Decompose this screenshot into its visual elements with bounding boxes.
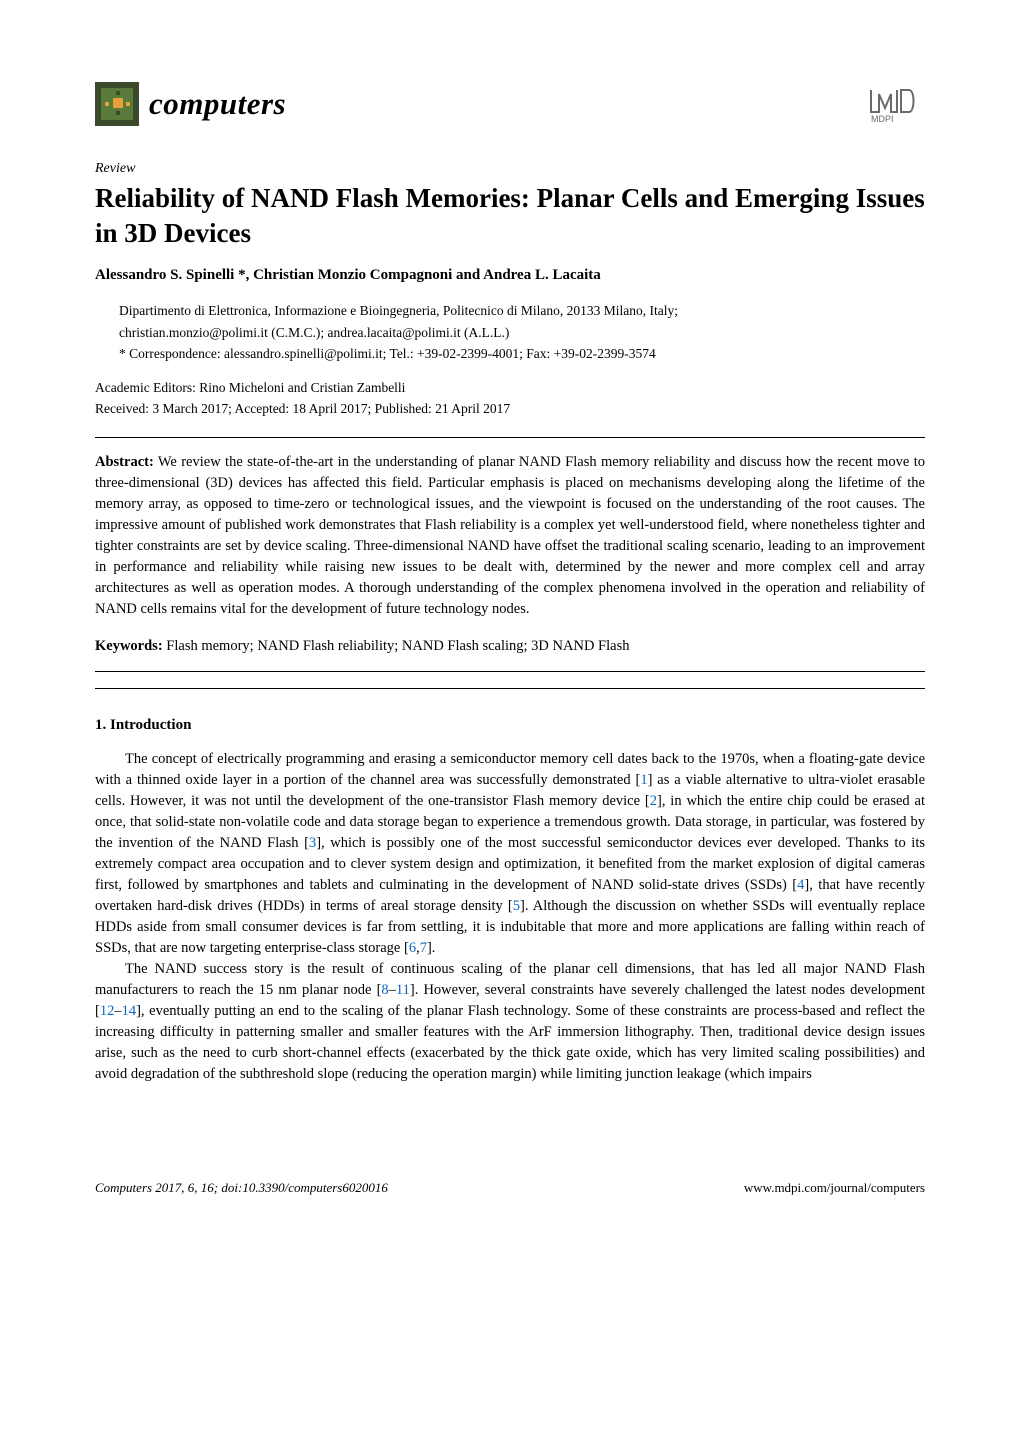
citation-1[interactable]: 1 xyxy=(640,772,647,788)
paragraph-2: The NAND success story is the result of … xyxy=(95,959,925,1085)
footer-citation: Computers 2017, 6, 16; doi:10.3390/compu… xyxy=(95,1179,388,1198)
keywords-text: Flash memory; NAND Flash reliability; NA… xyxy=(163,638,630,654)
author-emails: christian.monzio@polimi.it (C.M.C.); and… xyxy=(95,323,925,343)
citation-7[interactable]: 7 xyxy=(420,940,427,956)
citation-11[interactable]: 11 xyxy=(396,982,410,998)
citation-14[interactable]: 14 xyxy=(122,1003,137,1019)
footer-url: www.mdpi.com/journal/computers xyxy=(744,1179,925,1198)
citation-2[interactable]: 2 xyxy=(650,793,657,809)
article-dates: Received: 3 March 2017; Accepted: 18 Apr… xyxy=(95,399,925,419)
abstract-text: We review the state-of-the-art in the un… xyxy=(95,454,925,617)
abstract: Abstract: We review the state-of-the-art… xyxy=(95,452,925,620)
citation-8[interactable]: 8 xyxy=(381,982,388,998)
correspondence: * Correspondence: alessandro.spinelli@po… xyxy=(107,344,925,364)
citation-6[interactable]: 6 xyxy=(409,940,416,956)
page: computers MDPI Review Reliability of NAN… xyxy=(0,0,1020,1125)
abstract-label: Abstract: xyxy=(95,454,154,470)
keywords-label: Keywords: xyxy=(95,638,163,654)
section-1-heading: 1. Introduction xyxy=(95,715,925,737)
citation-12[interactable]: 12 xyxy=(100,1003,115,1019)
mdpi-logo-icon: MDPI xyxy=(867,84,925,124)
keywords: Keywords: Flash memory; NAND Flash relia… xyxy=(95,636,925,657)
keywords-rule xyxy=(95,671,925,672)
journal-name: computers xyxy=(149,82,286,127)
citation-5[interactable]: 5 xyxy=(513,898,520,914)
journal-brand: computers xyxy=(95,82,286,127)
authors: Alessandro S. Spinelli *, Christian Monz… xyxy=(95,265,925,287)
affiliation: Dipartimento di Elettronica, Informazion… xyxy=(95,301,925,321)
article-title: Reliability of NAND Flash Memories: Plan… xyxy=(95,181,925,251)
journal-logo-icon xyxy=(95,82,139,126)
paragraph-1: The concept of electrically programming … xyxy=(95,749,925,959)
academic-editors: Academic Editors: Rino Micheloni and Cri… xyxy=(95,378,925,398)
mdpi-text: MDPI xyxy=(871,114,894,124)
footer: Computers 2017, 6, 16; doi:10.3390/compu… xyxy=(0,1179,1020,1248)
abstract-block: Abstract: We review the state-of-the-art… xyxy=(95,437,925,689)
article-type: Review xyxy=(95,159,925,179)
header: computers MDPI xyxy=(95,82,925,127)
